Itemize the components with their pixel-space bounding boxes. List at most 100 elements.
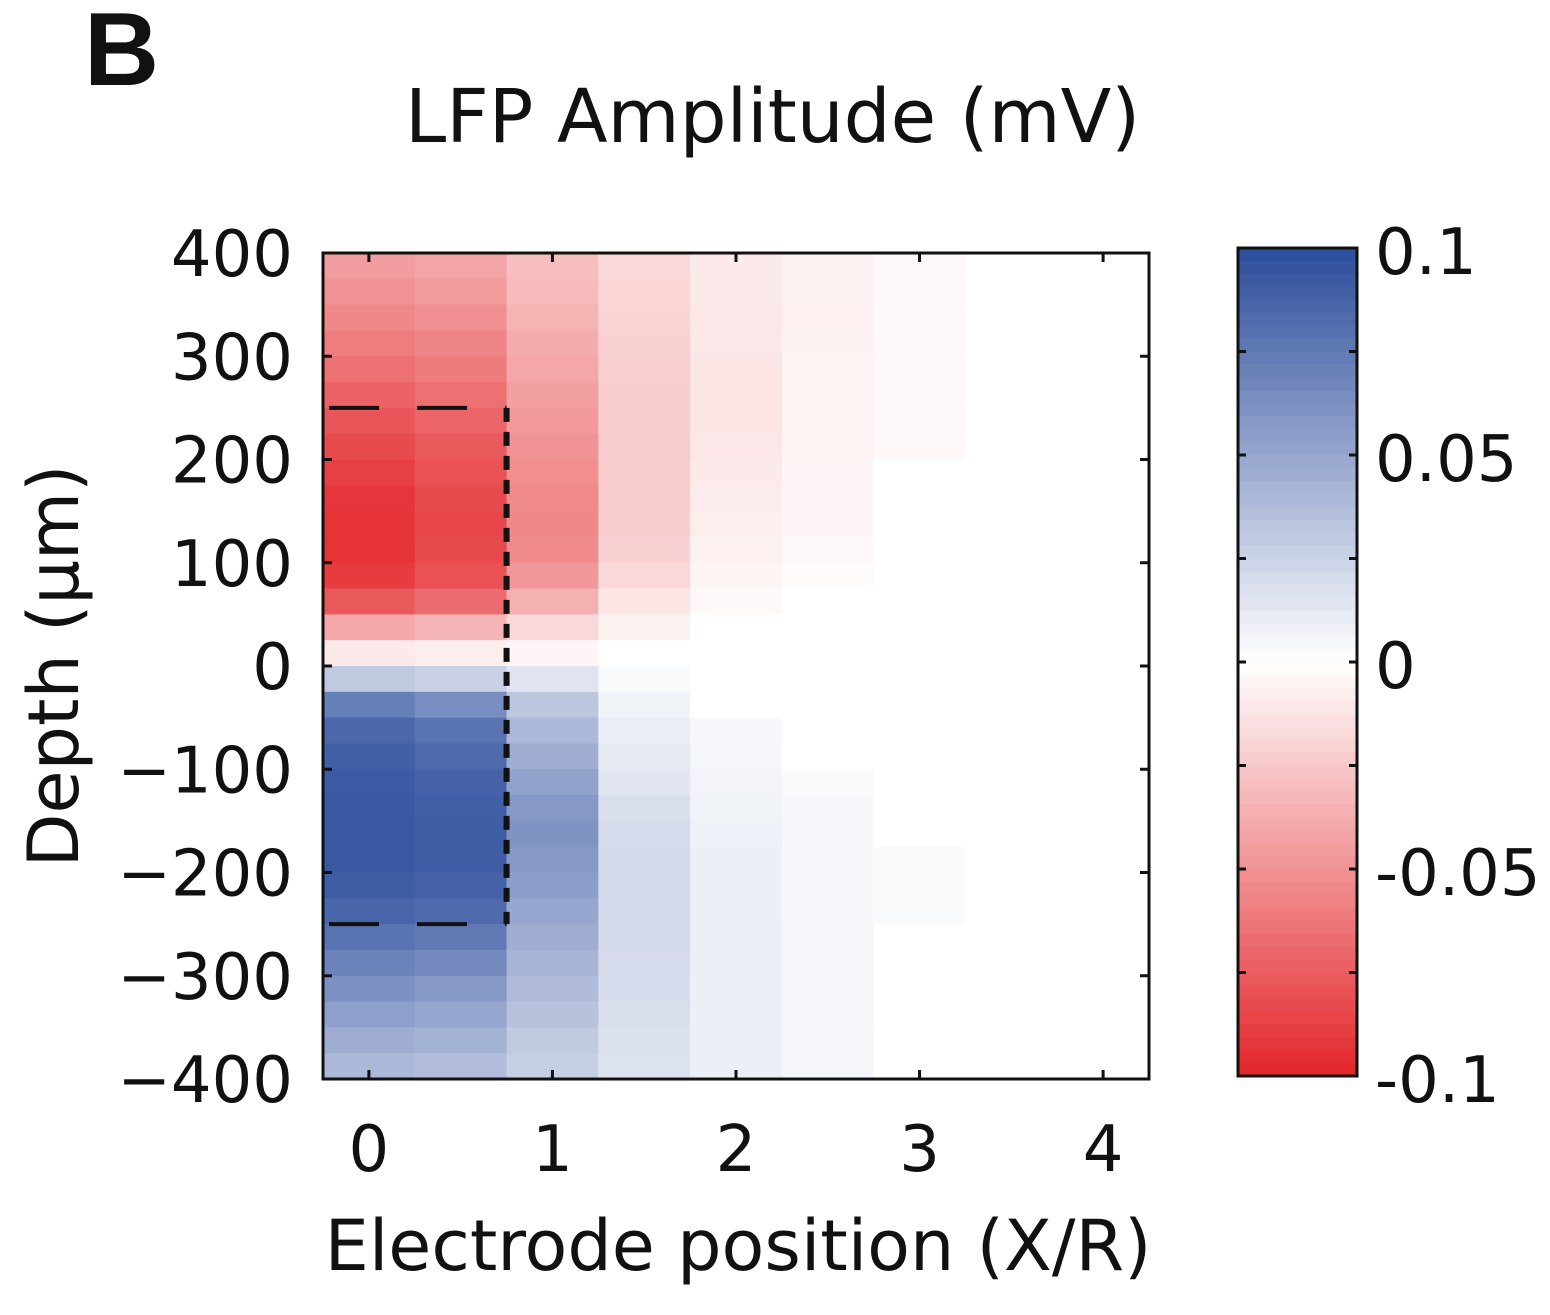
colorbar-segment [1238,985,1357,999]
heatmap-cell [506,536,599,564]
colorbar-segment [1238,325,1357,340]
heatmap-cell [414,820,508,848]
heatmap-cell [1057,536,1150,564]
heatmap-cell [414,614,508,641]
heatmap-cells [323,253,1150,1080]
heatmap-cell [1057,820,1150,848]
heatmap-cell [965,536,1058,564]
heatmap-cell [506,459,599,486]
heatmap-cell [873,975,967,1003]
heatmap-cell [1057,795,1150,822]
colorbar-segment [1238,791,1357,805]
heatmap-cell [414,278,508,306]
heatmap-cell [781,511,875,538]
heatmap-cell [1057,304,1150,332]
heatmap-cell [1057,975,1150,1003]
heatmap-cell [873,562,967,590]
heatmap-cell [598,872,691,899]
heatmap-cell [1057,640,1150,667]
heatmap-cell [506,898,599,925]
colorbar-segment [1238,804,1357,818]
heatmap-cell [690,485,783,512]
heatmap-cell [323,795,416,822]
colorbar-segment [1238,506,1357,521]
heatmap-cell [506,846,599,874]
heatmap-cell [781,898,875,925]
colorbar-segment [1238,998,1357,1012]
heatmap-cell [414,485,508,512]
heatmap-cell [1057,511,1150,538]
heatmap-cell [1057,666,1150,693]
heatmap-cell [323,511,416,538]
colorbar-segment [1238,636,1357,650]
heatmap-cell [598,640,691,667]
heatmap-cell [598,614,691,641]
heatmap-cell [873,433,967,461]
heatmap-cell [598,691,691,719]
heatmap-cell [873,795,967,822]
heatmap-cell [506,820,599,848]
heatmap-cell [965,1053,1058,1080]
heatmap-cell [598,1001,691,1028]
heatmap-cell [690,407,783,435]
heatmap-cell [414,253,508,280]
heatmap-cell [323,820,416,848]
heatmap-cell [414,691,508,719]
heatmap-cell [873,640,967,667]
heatmap-cell [506,356,599,383]
heatmap-cell [690,304,783,332]
heatmap-cell [873,666,967,693]
heatmap-cell [414,846,508,874]
colorbar-segment [1238,1011,1357,1025]
heatmap-cell [965,614,1058,641]
heatmap-cell [690,330,783,357]
y-tick-label: −200 [117,838,293,912]
heatmap-cell [1057,562,1150,590]
heatmap-cell [323,485,416,512]
heatmap-cell [323,898,416,925]
heatmap-cell [598,769,691,796]
colorbar-segment [1238,558,1357,573]
heatmap-cell [965,433,1058,461]
colorbar-segment [1238,403,1357,417]
heatmap-cell [781,382,875,409]
y-tick-label: 100 [171,528,293,602]
heatmap-cell [690,820,783,848]
heatmap-cell [506,562,599,590]
heatmap-cell [506,795,599,822]
y-tick-label: 0 [252,631,293,705]
heatmap-cell [690,640,783,667]
heatmap-cell [598,846,691,874]
heatmap-cell [414,304,508,332]
heatmap-cell [414,1001,508,1028]
heatmap-cell [690,356,783,383]
colorbar-segment [1238,493,1357,508]
heatmap-cell [414,769,508,796]
heatmap-cell [781,536,875,564]
heatmap-cell [781,433,875,461]
colorbar-segment [1238,455,1357,469]
heatmap-cell [690,769,783,796]
heatmap-cell [506,1027,599,1054]
chart-title: LFP Amplitude (mV) [405,74,1141,160]
heatmap-cell [1057,1001,1150,1028]
colorbar-segment [1238,1037,1357,1051]
colorbar-segment [1238,519,1357,534]
heatmap-cell [414,898,508,925]
heatmap-cell [506,769,599,796]
x-tick-label: 4 [1083,1113,1124,1187]
heatmap-cell [965,330,1058,357]
colorbar-segment [1238,817,1357,831]
heatmap-cell [965,898,1058,925]
heatmap-cell [965,253,1058,280]
heatmap-cell [1057,846,1150,874]
heatmap-cell [414,459,508,486]
heatmap-cell [598,717,691,745]
heatmap-cell [781,640,875,667]
colorbar: 0.1 0.05 0 -0.05 -0.1 [1236,216,1541,1118]
heatmap-cell [598,485,691,512]
heatmap-cell [965,640,1058,667]
heatmap-cell [965,717,1058,745]
heatmap-cell [873,304,967,332]
